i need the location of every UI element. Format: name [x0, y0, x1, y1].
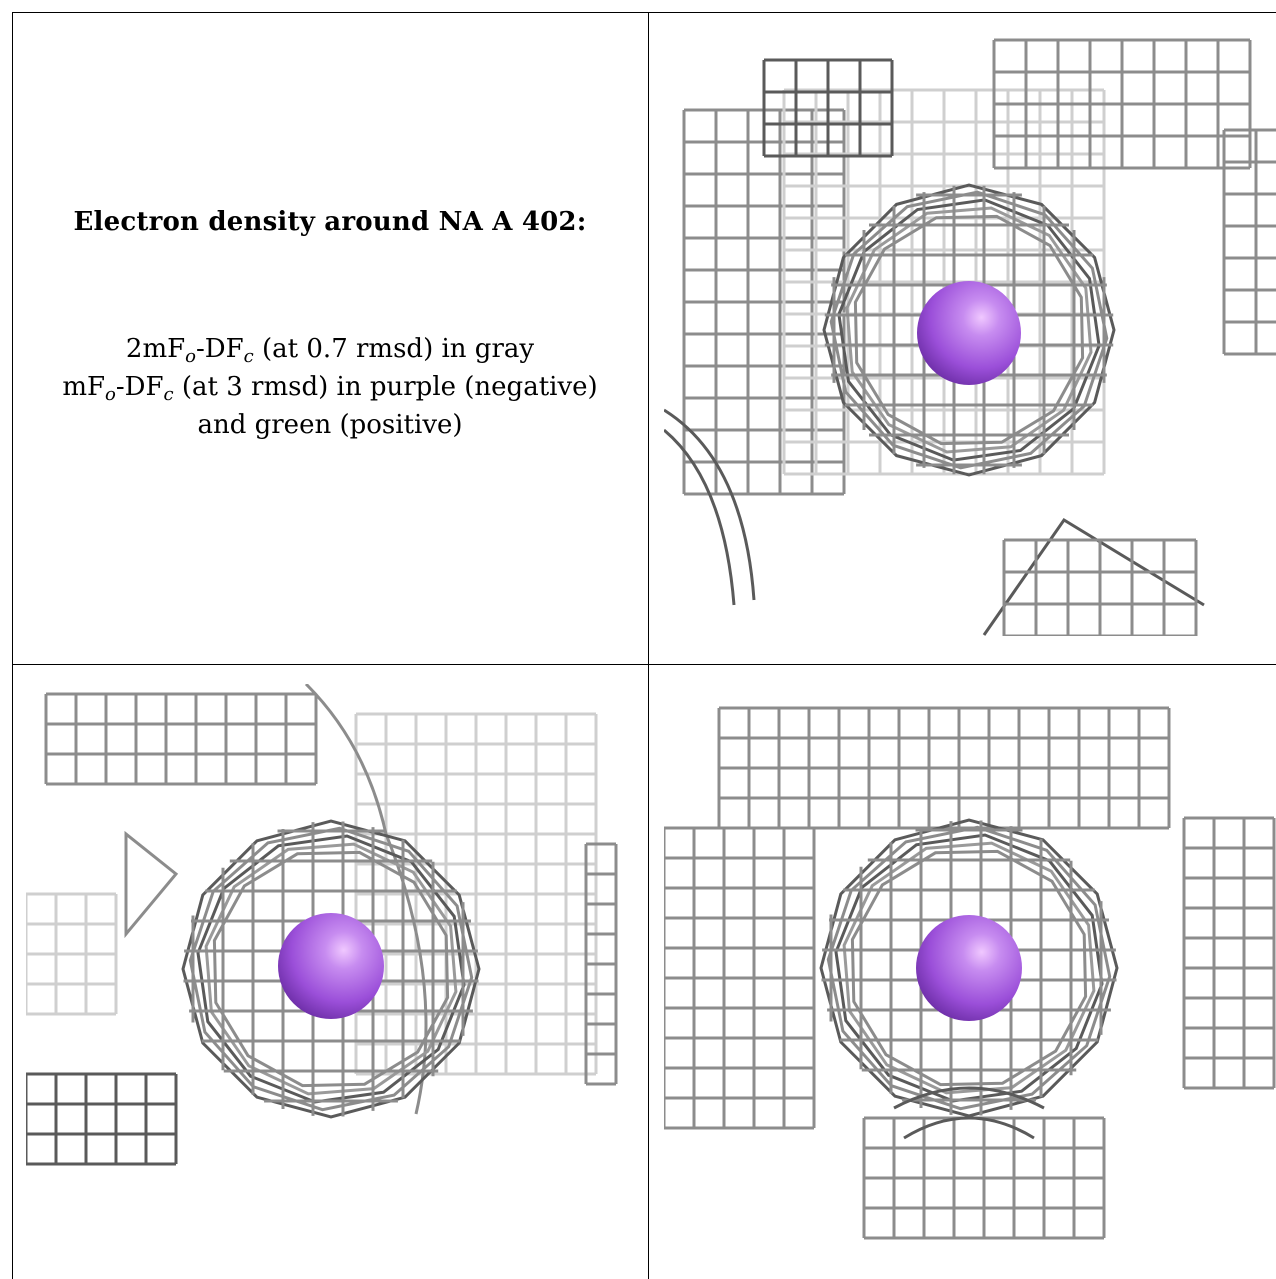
sodium-atom-sphere [917, 281, 1021, 385]
density-cage [819, 818, 1119, 1118]
mesh-block-bottom [1002, 538, 1198, 636]
mesh-render-bottom-left [26, 684, 618, 1166]
caption-line-3: and green (positive) [197, 410, 463, 440]
left-border [12, 12, 13, 1279]
caption-title: Electron density around NA A 402: [73, 207, 587, 237]
caption-line-1: 2mFo-DFc (at 0.7 rmsd) in gray [125, 334, 535, 367]
caption-cell: Electron density around NA A 402: 2mFo-D… [12, 12, 648, 664]
mesh-block-top [717, 706, 1171, 830]
mesh-block-topleft [762, 58, 894, 158]
mesh-arcs [664, 408, 1205, 636]
mesh-block-left [664, 826, 816, 1130]
caption-line-2: mFo-DFc (at 3 rmsd) in purple (negative) [62, 372, 598, 405]
mesh-block-right [1222, 128, 1276, 356]
mesh-arcs [124, 684, 428, 1115]
mesh-block-left [26, 892, 118, 1016]
mesh-arcs [893, 1086, 1045, 1140]
center-border [648, 12, 649, 1279]
mesh-block-bottomleft [26, 1072, 178, 1166]
mesh-block-top [44, 692, 318, 786]
sodium-atom-sphere [278, 913, 384, 1019]
mesh-block-topright [992, 38, 1252, 170]
mesh-block-left [682, 108, 846, 496]
density-view-bottom-left [26, 684, 634, 1279]
mesh-block-right [584, 842, 618, 1086]
mesh-render-bottom-right [664, 706, 1276, 1240]
middle-border [12, 664, 1276, 665]
mesh-render-top-right [664, 38, 1276, 636]
mesh-block-bottom [862, 1116, 1106, 1240]
caption-body: 2mFo-DFc (at 0.7 rmsd) in gray mFo-DFc (… [12, 330, 648, 444]
top-border [12, 12, 1276, 13]
mesh-block-right [1182, 816, 1276, 1090]
sodium-atom-sphere [916, 915, 1022, 1021]
mesh-block-back [354, 712, 598, 1076]
density-view-bottom-right [664, 668, 1276, 1279]
density-view-top-right [664, 30, 1276, 636]
